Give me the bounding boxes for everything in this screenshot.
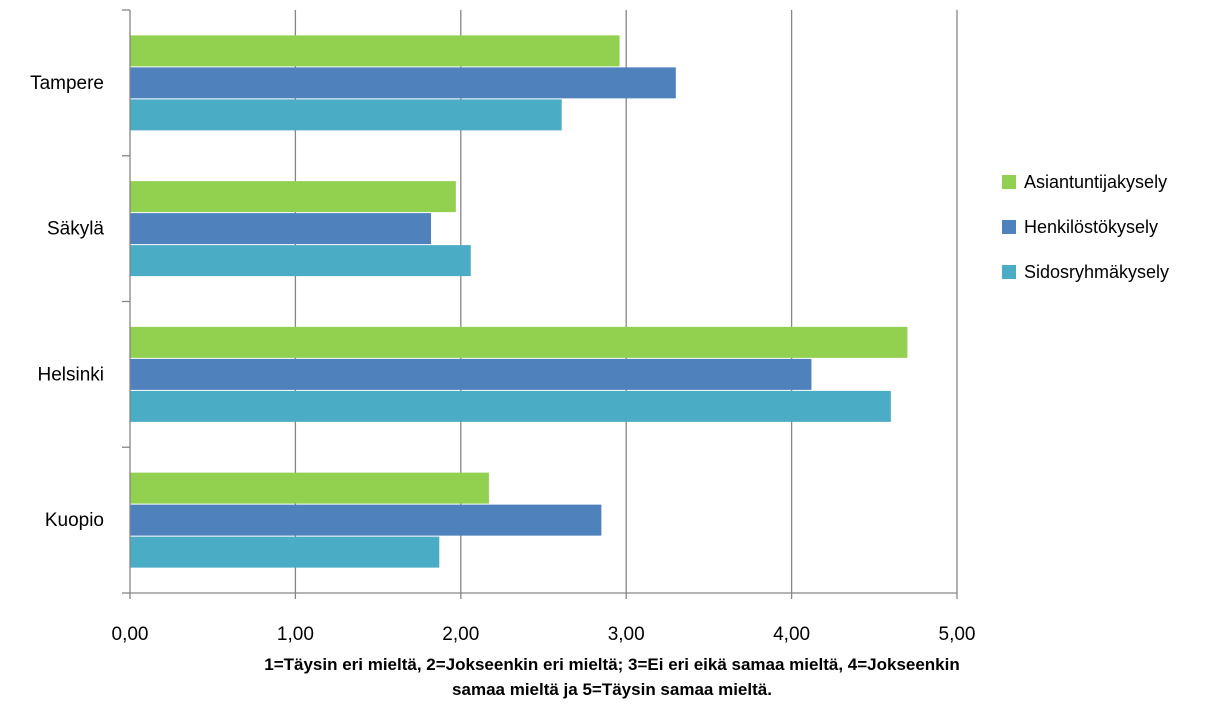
bar-kuopio-asiantuntijakysely	[130, 472, 489, 504]
bar-säkylä-asiantuntijakysely	[130, 181, 456, 213]
bar-kuopio-sidosryhmäkysely	[130, 536, 440, 568]
bar-säkylä-sidosryhmäkysely	[130, 245, 471, 277]
x-tick-labels: 0,00 1,00 2,00 3,00 4,00 5,00	[112, 624, 976, 645]
bars	[130, 35, 908, 568]
legend-label: Sidosryhmäkysely	[1024, 261, 1170, 282]
bar-helsinki-asiantuntijakysely	[130, 326, 908, 358]
legend-label: Asiantuntijakysely	[1024, 171, 1168, 192]
bar-tampere-henkilöstökysely	[130, 67, 676, 99]
axes	[122, 9, 957, 599]
legend-swatch	[1002, 220, 1016, 234]
bar-säkylä-henkilöstökysely	[130, 213, 432, 245]
legend-item-asiantuntijakysely: Asiantuntijakysely	[1002, 168, 1169, 196]
x-tick-label: 3,00	[608, 624, 645, 645]
bar-tampere-sidosryhmäkysely	[130, 99, 562, 131]
x-tick-label: 5,00	[939, 624, 976, 645]
x-tick-label: 2,00	[442, 624, 479, 645]
legend-item-sidosryhmakysely: Sidosryhmäkysely	[1002, 258, 1169, 286]
legend-item-henkilostokysely: Henkilöstökysely	[1002, 213, 1169, 241]
bar-helsinki-sidosryhmäkysely	[130, 390, 891, 422]
bar-kuopio-henkilöstökysely	[130, 504, 602, 536]
category-label: Kuopio	[45, 510, 104, 531]
legend-swatch	[1002, 175, 1016, 189]
category-label: Säkylä	[47, 219, 104, 240]
x-tick-label: 4,00	[773, 624, 810, 645]
category-label: Helsinki	[37, 364, 104, 385]
x-axis-label-line-2: samaa mieltä ja 5=Täysin samaa mieltä.	[452, 680, 772, 699]
x-tick-label: 0,00	[112, 624, 149, 645]
legend: Asiantuntijakysely Henkilöstökysely Sido…	[1002, 168, 1169, 303]
bar-tampere-asiantuntijakysely	[130, 35, 620, 67]
bar-helsinki-henkilöstökysely	[130, 358, 812, 390]
x-tick-label: 1,00	[277, 624, 314, 645]
category-label: Tampere	[30, 73, 104, 94]
category-labels: Tampere Säkylä Helsinki Kuopio	[30, 73, 104, 531]
x-axis-label-line-1: 1=Täysin eri mieltä, 2=Jokseenkin eri mi…	[264, 655, 960, 674]
legend-label: Henkilöstökysely	[1024, 216, 1159, 237]
legend-swatch	[1002, 265, 1016, 279]
